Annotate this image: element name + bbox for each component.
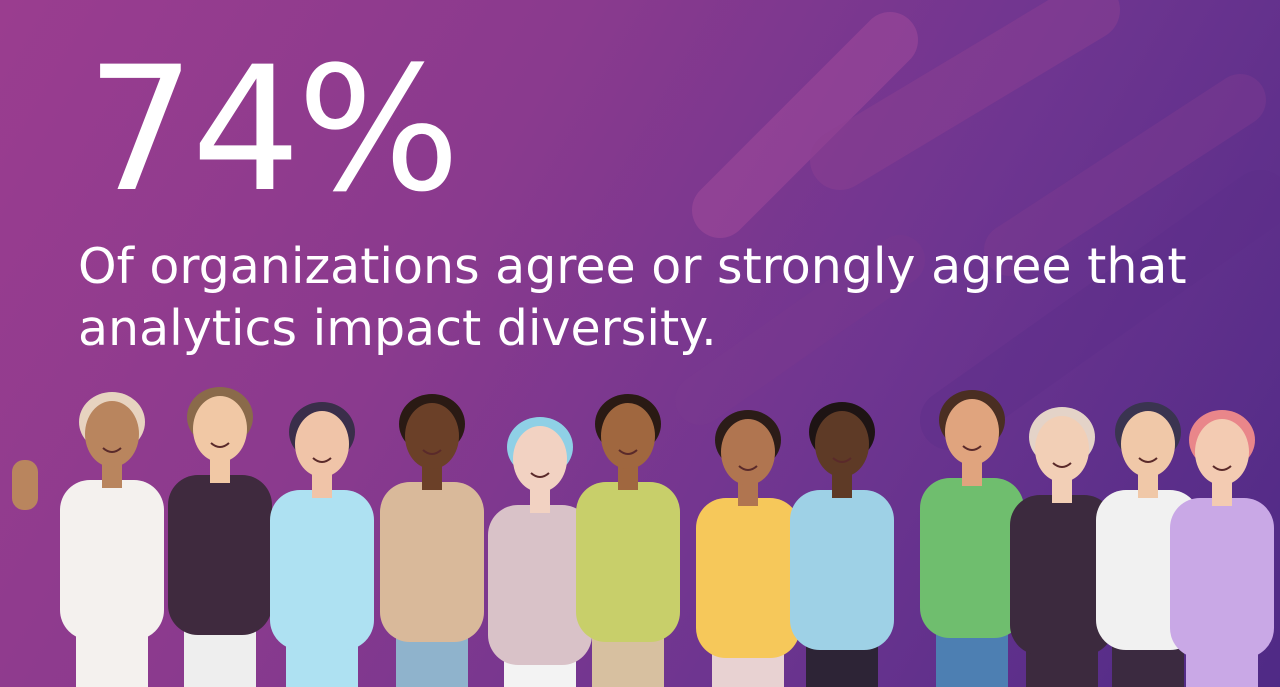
- stripe: [810, 0, 1120, 190]
- person-smile: [618, 449, 638, 455]
- person-head: [1035, 416, 1089, 482]
- person-smile: [832, 457, 852, 463]
- person: [168, 387, 272, 687]
- person-head: [945, 399, 999, 465]
- person-torso: [920, 478, 1024, 638]
- person-torso: [1170, 498, 1274, 658]
- stat-caption: Of organizations agree or strongly agree…: [78, 236, 1187, 360]
- stripe: [675, 235, 925, 425]
- person: [1010, 407, 1114, 687]
- people-illustration: [12, 387, 1274, 687]
- person-head: [1121, 411, 1175, 477]
- person: [270, 402, 374, 687]
- person-smile: [530, 472, 550, 478]
- stripe: [984, 74, 1266, 276]
- person-torso: [168, 475, 272, 635]
- person-head: [601, 403, 655, 469]
- person-torso: [270, 490, 374, 650]
- person-head: [193, 396, 247, 462]
- person-head: [513, 426, 567, 492]
- person-smile: [422, 449, 442, 455]
- person-head: [85, 401, 139, 467]
- person-head: [1195, 419, 1249, 485]
- person: [790, 402, 894, 687]
- person: [920, 390, 1024, 687]
- person-torso: [790, 490, 894, 650]
- person-torso: [380, 482, 484, 642]
- person-smile: [312, 457, 332, 463]
- person-head: [721, 419, 775, 485]
- person-smile: [962, 445, 982, 451]
- person-torso: [1010, 495, 1114, 655]
- diagonal-stripes: [675, 0, 1280, 450]
- person-head: [295, 411, 349, 477]
- person: [576, 394, 680, 687]
- caption-line: analytics impact diversity.: [78, 300, 717, 357]
- person-smile: [210, 442, 230, 448]
- stripe: [692, 12, 918, 238]
- person-torso: [696, 498, 800, 658]
- stat-value: 74%: [86, 29, 460, 230]
- person: [380, 394, 484, 687]
- stripe: [920, 170, 1280, 450]
- person-smile: [102, 447, 122, 453]
- person: [488, 417, 592, 687]
- person-head: [405, 403, 459, 469]
- person: [696, 410, 800, 687]
- person-head: [815, 411, 869, 477]
- person-torso: [60, 480, 164, 640]
- person: [1170, 410, 1274, 687]
- waving-hand: [12, 460, 38, 510]
- person-torso: [576, 482, 680, 642]
- person-smile: [1138, 457, 1158, 463]
- caption-line: Of organizations agree or strongly agree…: [78, 238, 1187, 295]
- person-smile: [1052, 462, 1072, 468]
- person-smile: [1212, 465, 1232, 471]
- person-torso: [488, 505, 592, 665]
- person: [60, 392, 164, 687]
- person-smile: [738, 465, 758, 471]
